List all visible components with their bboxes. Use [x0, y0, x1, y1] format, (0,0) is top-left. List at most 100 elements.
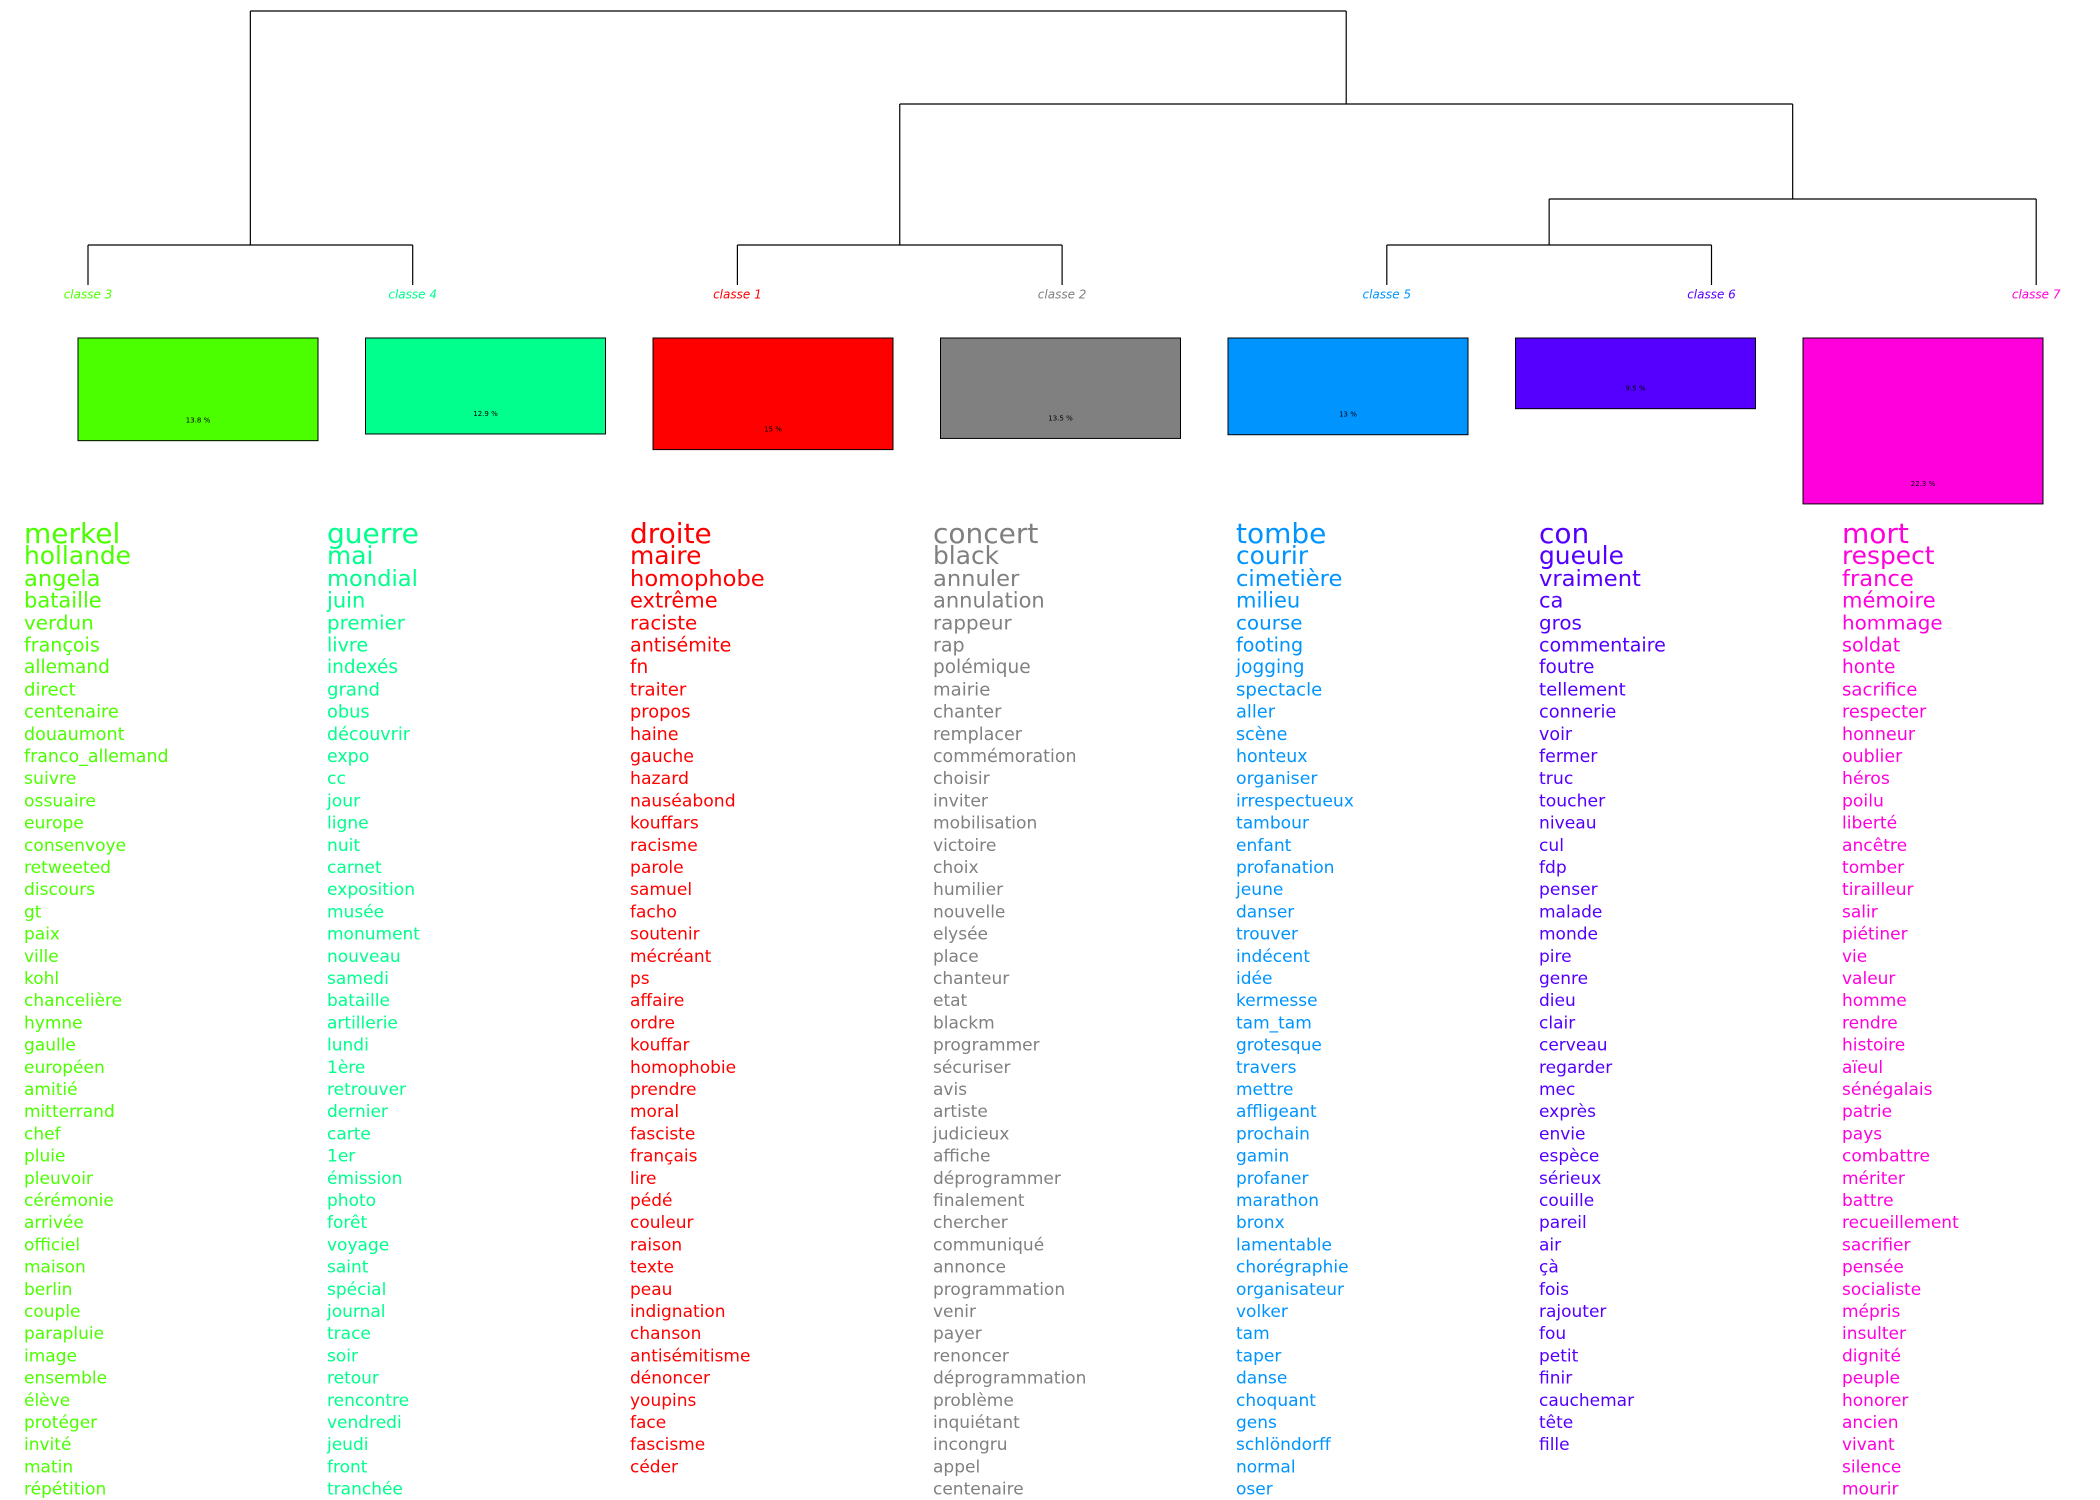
class-word: lundi: [327, 1036, 369, 1056]
class-word: cérémonie: [24, 1191, 114, 1211]
class-word: haine: [630, 725, 679, 745]
class-word: cul: [1539, 836, 1564, 856]
class-word: ordre: [630, 1013, 675, 1033]
class-word: choix: [933, 858, 979, 878]
class-word: traiter: [630, 679, 687, 700]
class-label: classe 4: [388, 288, 437, 302]
class-word: premier: [327, 611, 406, 634]
class-word: tirailleur: [1842, 880, 1915, 900]
class-word: pire: [1539, 947, 1572, 967]
class-word: annonce: [933, 1258, 1006, 1278]
class-word: fermer: [1539, 747, 1598, 767]
class-word: fn: [630, 657, 648, 678]
class-word: clair: [1539, 1013, 1575, 1033]
class-word: merkel: [24, 517, 120, 550]
class-word: monde: [1539, 925, 1598, 945]
class-word: indignation: [630, 1302, 726, 1322]
class-word: couille: [1539, 1191, 1594, 1211]
class-word: recueillement: [1842, 1213, 1959, 1233]
class-word: parapluie: [24, 1324, 104, 1344]
class-word: image: [24, 1346, 77, 1366]
class-word: profaner: [1236, 1169, 1308, 1189]
class-word: gauche: [630, 747, 694, 767]
class-word: blackm: [933, 1013, 995, 1033]
class-word: mécréant: [630, 947, 712, 967]
class-word: annulation: [933, 589, 1045, 613]
class-word: europe: [24, 814, 84, 834]
class-word: mémoire: [1842, 589, 1936, 613]
class-word: black: [933, 541, 1000, 570]
class-word: soutenir: [630, 925, 700, 945]
class-word: sérieux: [1539, 1169, 1601, 1189]
class-word: truc: [1539, 769, 1573, 789]
class-word: raison: [630, 1235, 682, 1255]
class-word: tellement: [1539, 679, 1626, 700]
class-word: irrespectueux: [1236, 791, 1354, 811]
class-word: expo: [327, 747, 369, 767]
class-word: couleur: [630, 1213, 693, 1233]
class-word: avis: [933, 1080, 967, 1100]
class-word: kouffar: [630, 1036, 690, 1056]
class-word: çà: [1539, 1258, 1559, 1278]
class-word: tomber: [1842, 858, 1905, 878]
class-word: scène: [1236, 725, 1287, 745]
class-word: danser: [1236, 902, 1294, 922]
class-word: homme: [1842, 991, 1907, 1011]
class-word: invité: [24, 1435, 71, 1455]
class-bar: [365, 337, 606, 435]
class-word: raciste: [630, 611, 697, 634]
class-word: déprogrammer: [933, 1169, 1061, 1189]
class-bar: [1802, 337, 2044, 505]
class-word: genre: [1539, 969, 1588, 989]
class-word: kouffars: [630, 814, 699, 834]
class-bar: [1515, 337, 1756, 410]
class-word: jogging: [1235, 657, 1305, 678]
class-word: peuple: [1842, 1369, 1900, 1389]
class-word: antisémite: [630, 634, 731, 657]
class-bar: [1227, 337, 1469, 436]
class-word: retweeted: [24, 858, 111, 878]
class-word: regarder: [1539, 1058, 1612, 1078]
class-word: affaire: [630, 991, 684, 1011]
class-word: pays: [1842, 1124, 1882, 1144]
class-word: 1er: [327, 1147, 355, 1167]
class-word: youpins: [630, 1391, 697, 1411]
class-word: mort: [1842, 517, 1909, 550]
class-word: air: [1539, 1235, 1561, 1255]
class-word: gaulle: [24, 1036, 76, 1056]
class-word: centenaire: [933, 1480, 1024, 1500]
class-word: cauchemar: [1539, 1391, 1634, 1411]
class-word: nauséabond: [630, 791, 736, 811]
class-word: berlin: [24, 1280, 72, 1300]
class-word: petit: [1539, 1346, 1579, 1366]
class-word: fasciste: [630, 1124, 695, 1144]
class-word: dernier: [327, 1102, 388, 1122]
class-word: pédé: [630, 1191, 673, 1211]
class-word: franco_allemand: [24, 747, 169, 767]
class-word: courir: [1236, 541, 1309, 570]
class-word: niveau: [1539, 814, 1597, 834]
class-word: face: [630, 1413, 666, 1433]
class-word: choisir: [933, 769, 991, 789]
class-word: schlöndorff: [1236, 1435, 1332, 1455]
class-word: silence: [1842, 1457, 1901, 1477]
class-word: chanson: [630, 1324, 701, 1344]
class-word: grotesque: [1236, 1036, 1322, 1056]
class-word: trouver: [1236, 925, 1298, 945]
class-word: officiel: [24, 1235, 80, 1255]
class-word: valeur: [1842, 969, 1895, 989]
class-word: commentaire: [1539, 634, 1666, 657]
class-word: remplacer: [933, 725, 1023, 745]
class-word: françois: [24, 634, 100, 657]
class-word: sécuriser: [933, 1058, 1010, 1078]
class-word: soldat: [1842, 634, 1901, 657]
class-word: chancelière: [24, 991, 122, 1011]
class-word: mobilisation: [933, 814, 1037, 834]
class-word: programmation: [933, 1280, 1065, 1300]
class-word: chanteur: [933, 969, 1009, 989]
class-word: répétition: [24, 1480, 106, 1500]
class-word: course: [1236, 611, 1303, 634]
class-word: rajouter: [1539, 1302, 1606, 1322]
